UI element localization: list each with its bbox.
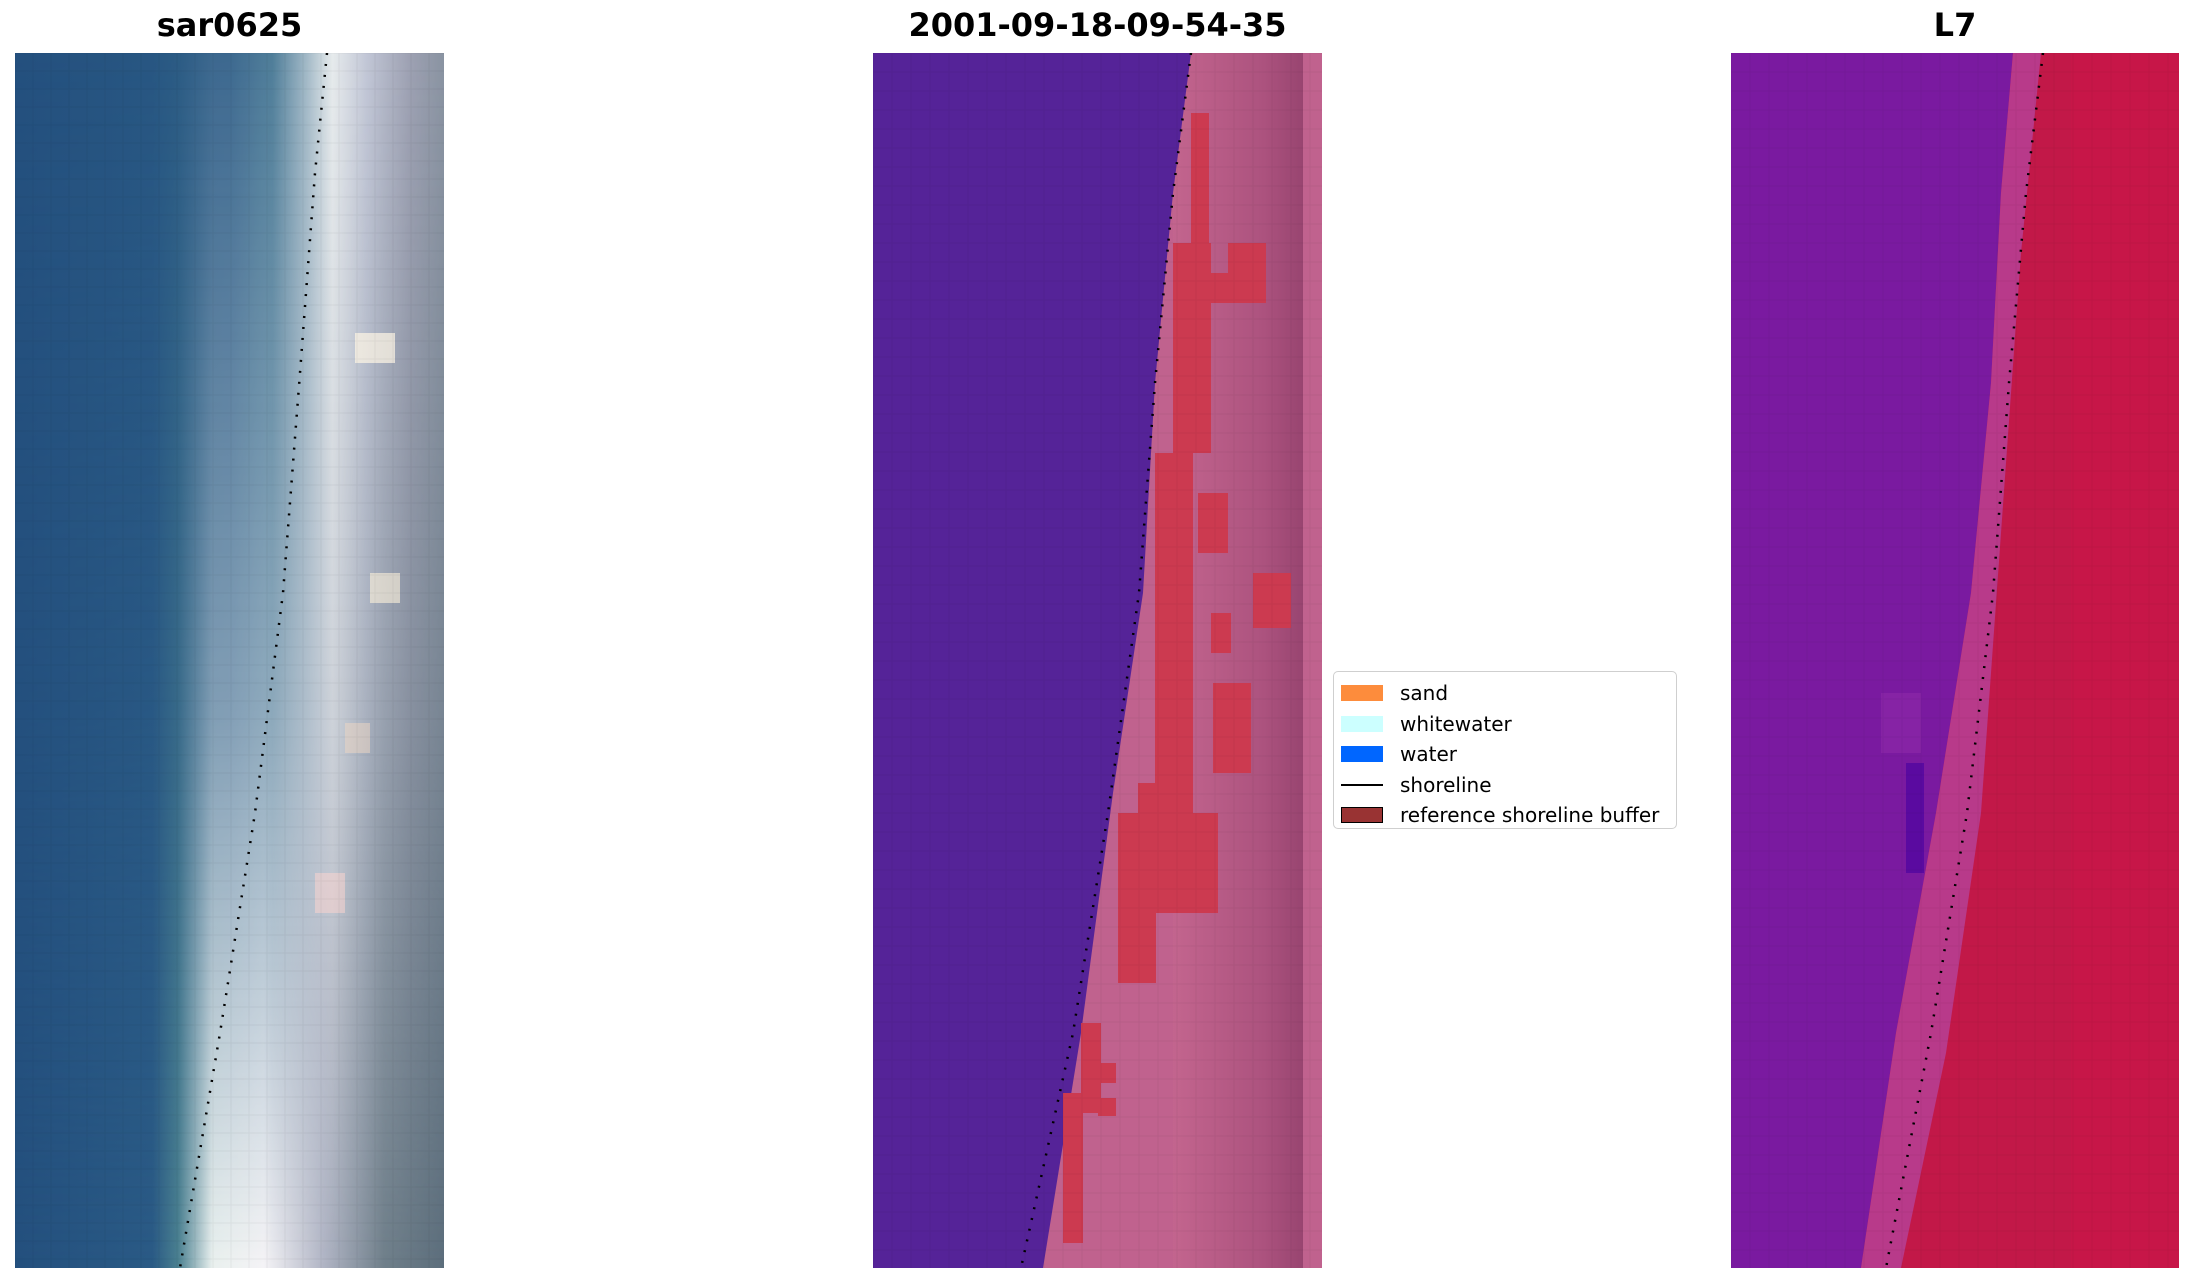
legend-item-whitewater: whitewater — [1334, 709, 1676, 740]
panel-title-index: L7 — [1933, 6, 1977, 44]
legend-item-shoreline: shoreline — [1334, 770, 1676, 801]
legend-label-sand: sand — [1400, 681, 1449, 706]
legend-item-sand: sand — [1334, 678, 1676, 709]
legend-swatch-whitewater — [1341, 715, 1383, 732]
legend-item-water: water — [1334, 739, 1676, 770]
legend-item-buffer: reference shoreline buffer — [1334, 800, 1676, 831]
legend-label-whitewater: whitewater — [1400, 711, 1512, 736]
rgb-image — [15, 53, 444, 1268]
legend-swatch-shoreline — [1341, 783, 1383, 786]
legend-swatch-water — [1341, 746, 1383, 763]
legend-label-shoreline: shoreline — [1400, 772, 1492, 797]
index-panel — [1731, 53, 2179, 1268]
index-image — [1731, 53, 2179, 1268]
rgb-image-panel — [15, 53, 444, 1268]
legend: sand whitewater water shoreline referenc… — [1333, 671, 1677, 829]
panel-title-classification: 2001-09-18-09-54-35 — [908, 6, 1287, 44]
legend-swatch-sand — [1341, 685, 1383, 702]
panel-title-rgb: sar0625 — [156, 6, 303, 44]
legend-label-buffer: reference shoreline buffer — [1400, 803, 1660, 828]
classification-panel — [873, 53, 1322, 1268]
legend-label-water: water — [1400, 742, 1457, 767]
legend-swatch-buffer — [1341, 807, 1383, 824]
classified-image — [873, 53, 1322, 1268]
